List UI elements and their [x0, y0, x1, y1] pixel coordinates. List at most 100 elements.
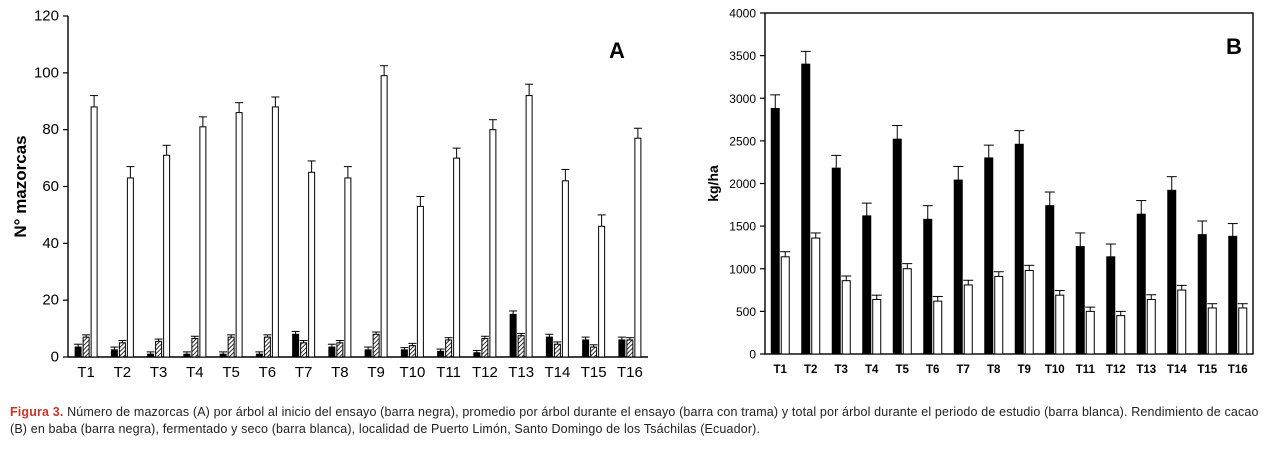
chart-b-x-tick-label: T13: [1136, 364, 1156, 376]
chart-a-bar: [227, 336, 235, 358]
chart-b-x-tick-label: T12: [1106, 364, 1126, 376]
chart-a-bar: [590, 346, 598, 358]
chart-a-x-tick-label: T16: [617, 364, 643, 381]
chart-a-bar: [400, 349, 408, 358]
chart-b-x-tick-label: T10: [1045, 364, 1065, 376]
chart-a-x-tick-label: T14: [544, 364, 570, 381]
chart-a-y-tick-label: 60: [42, 178, 59, 195]
chart-b-bar: [902, 268, 912, 355]
chart-a-x-tick-label: T11: [436, 364, 461, 381]
caption-lead: Figura 3.: [10, 405, 64, 419]
chart-a-bar: [271, 106, 279, 358]
chart-b-bar: [933, 300, 943, 355]
chart-a-x-tick-label: T5: [222, 364, 240, 381]
chart-a-y-tick-label: 0: [51, 349, 59, 366]
chart-a-bar: [473, 352, 481, 358]
chart-b-bar: [963, 284, 973, 355]
chart-a-bar: [300, 342, 308, 358]
chart-b-bar: [1075, 246, 1085, 355]
chart-a-bar: [618, 339, 626, 358]
chart-b-x-tick-label: T5: [896, 364, 910, 376]
chart-b-x-tick-label: T6: [926, 364, 939, 376]
chart-a-bar: [292, 333, 300, 358]
chart-a-bar: [408, 345, 416, 358]
chart-b-bar: [1024, 269, 1034, 355]
chart-a-bar: [255, 353, 263, 358]
chart-b-bar: [984, 157, 994, 355]
chart-a-bar: [118, 342, 126, 358]
chart-b-bar: [1055, 294, 1065, 355]
chart-b-bar: [1228, 235, 1238, 355]
chart-b-y-tick-label: 500: [736, 305, 756, 319]
chart-a-x-tick-label: T8: [331, 364, 349, 381]
chart-a-bar: [336, 342, 344, 358]
chart-a-x-tick-label: T12: [472, 364, 498, 381]
chart-b-x-tick-label: T8: [987, 364, 1001, 376]
chart-a-bar: [308, 171, 316, 358]
chart-b-bar: [872, 298, 882, 355]
chart-b-y-tick-label: 0: [749, 348, 756, 362]
chart-a-bar: [344, 177, 352, 358]
chart-b-bar: [1167, 189, 1177, 355]
chart-a-x-tick-label: T3: [150, 364, 168, 381]
chart-a-x-tick-label: T4: [186, 364, 204, 381]
chart-b-bar: [953, 179, 963, 355]
chart-b-y-tick-label: 1500: [729, 220, 756, 234]
chart-b-x-tick-label: T7: [957, 364, 970, 376]
chart-b-x-tick-label: T2: [804, 364, 817, 376]
chart-b-x-tick-label: T3: [835, 364, 848, 376]
chart-b-x-tick-label: T11: [1076, 364, 1096, 376]
chart-a-bar: [191, 338, 199, 358]
chart-a-bar: [525, 95, 533, 358]
chart-b-panel-label: B: [1226, 34, 1242, 59]
chart-a-bar: [445, 339, 453, 358]
chart-a-bar: [183, 353, 191, 358]
chart-a-x-tick-label: T7: [295, 364, 313, 381]
chart-a-panel-label: A: [609, 38, 625, 63]
chart-a-y-tick-label: 120: [34, 8, 59, 25]
chart-a-bar: [481, 338, 489, 358]
chart-b-y-tick-label: 2500: [729, 134, 756, 148]
chart-b-bar: [1116, 315, 1126, 355]
chart-b: 0 500 1000 1500 2000 2500 3000 3500 4000 kg/ha B T1…: [705, 7, 1254, 376]
chart-b-bar: [862, 215, 872, 355]
chart-a-bar: [372, 333, 380, 358]
chart-a-y-axis-label: N° mazorcas: [11, 135, 30, 237]
chart-a-bar: [74, 346, 82, 358]
chart-a: 0 20 40 60 80 100 120 N° mazorcas A T1 T2 T3 T4 T5 T6 T…: [11, 8, 648, 381]
chart-a-bar: [545, 336, 553, 358]
chart-b-bar: [1207, 307, 1217, 355]
chart-a-bar: [598, 225, 606, 358]
chart-a-bar: [147, 353, 155, 358]
chart-b-bar: [1085, 310, 1095, 355]
chart-a-y-tick-label: 20: [42, 292, 59, 309]
chart-b-bar: [1045, 205, 1055, 355]
chart-a-bar: [163, 154, 171, 358]
chart-b-x-tick-label: T4: [865, 364, 879, 376]
chart-a-y-tick-label: 80: [42, 121, 59, 138]
chart-b-bar: [780, 256, 790, 355]
chart-b-bar: [770, 107, 780, 355]
chart-a-bar: [155, 340, 163, 358]
chart-b-bar: [1014, 143, 1024, 355]
chart-a-bar: [328, 346, 336, 358]
chart-a-bar: [90, 106, 98, 358]
chart-a-x-tick-label: T6: [259, 364, 277, 381]
chart-a-bar: [126, 177, 134, 358]
chart-b-x-tick-label: T16: [1228, 364, 1248, 376]
chart-a-bar: [263, 336, 271, 358]
chart-a-bar: [517, 335, 525, 358]
chart-b-y-tick-label: 4000: [729, 7, 756, 21]
chart-b-bar: [801, 63, 811, 355]
chart-b-x-tick-label: T14: [1167, 364, 1187, 376]
chart-b-y-tick-label: 1000: [729, 262, 756, 276]
chart-a-bar: [582, 339, 590, 358]
chart-a-x-tick-label: T9: [367, 364, 385, 381]
chart-a-bar: [199, 126, 207, 358]
chart-a-x-tick-label: T1: [77, 364, 95, 381]
chart-b-bar: [892, 138, 902, 355]
chart-b-y-tick-label: 3500: [729, 49, 756, 63]
chart-a-bar: [626, 339, 634, 358]
chart-b-x-tick-label: T1: [774, 364, 788, 376]
chart-b-bar: [1177, 289, 1187, 355]
